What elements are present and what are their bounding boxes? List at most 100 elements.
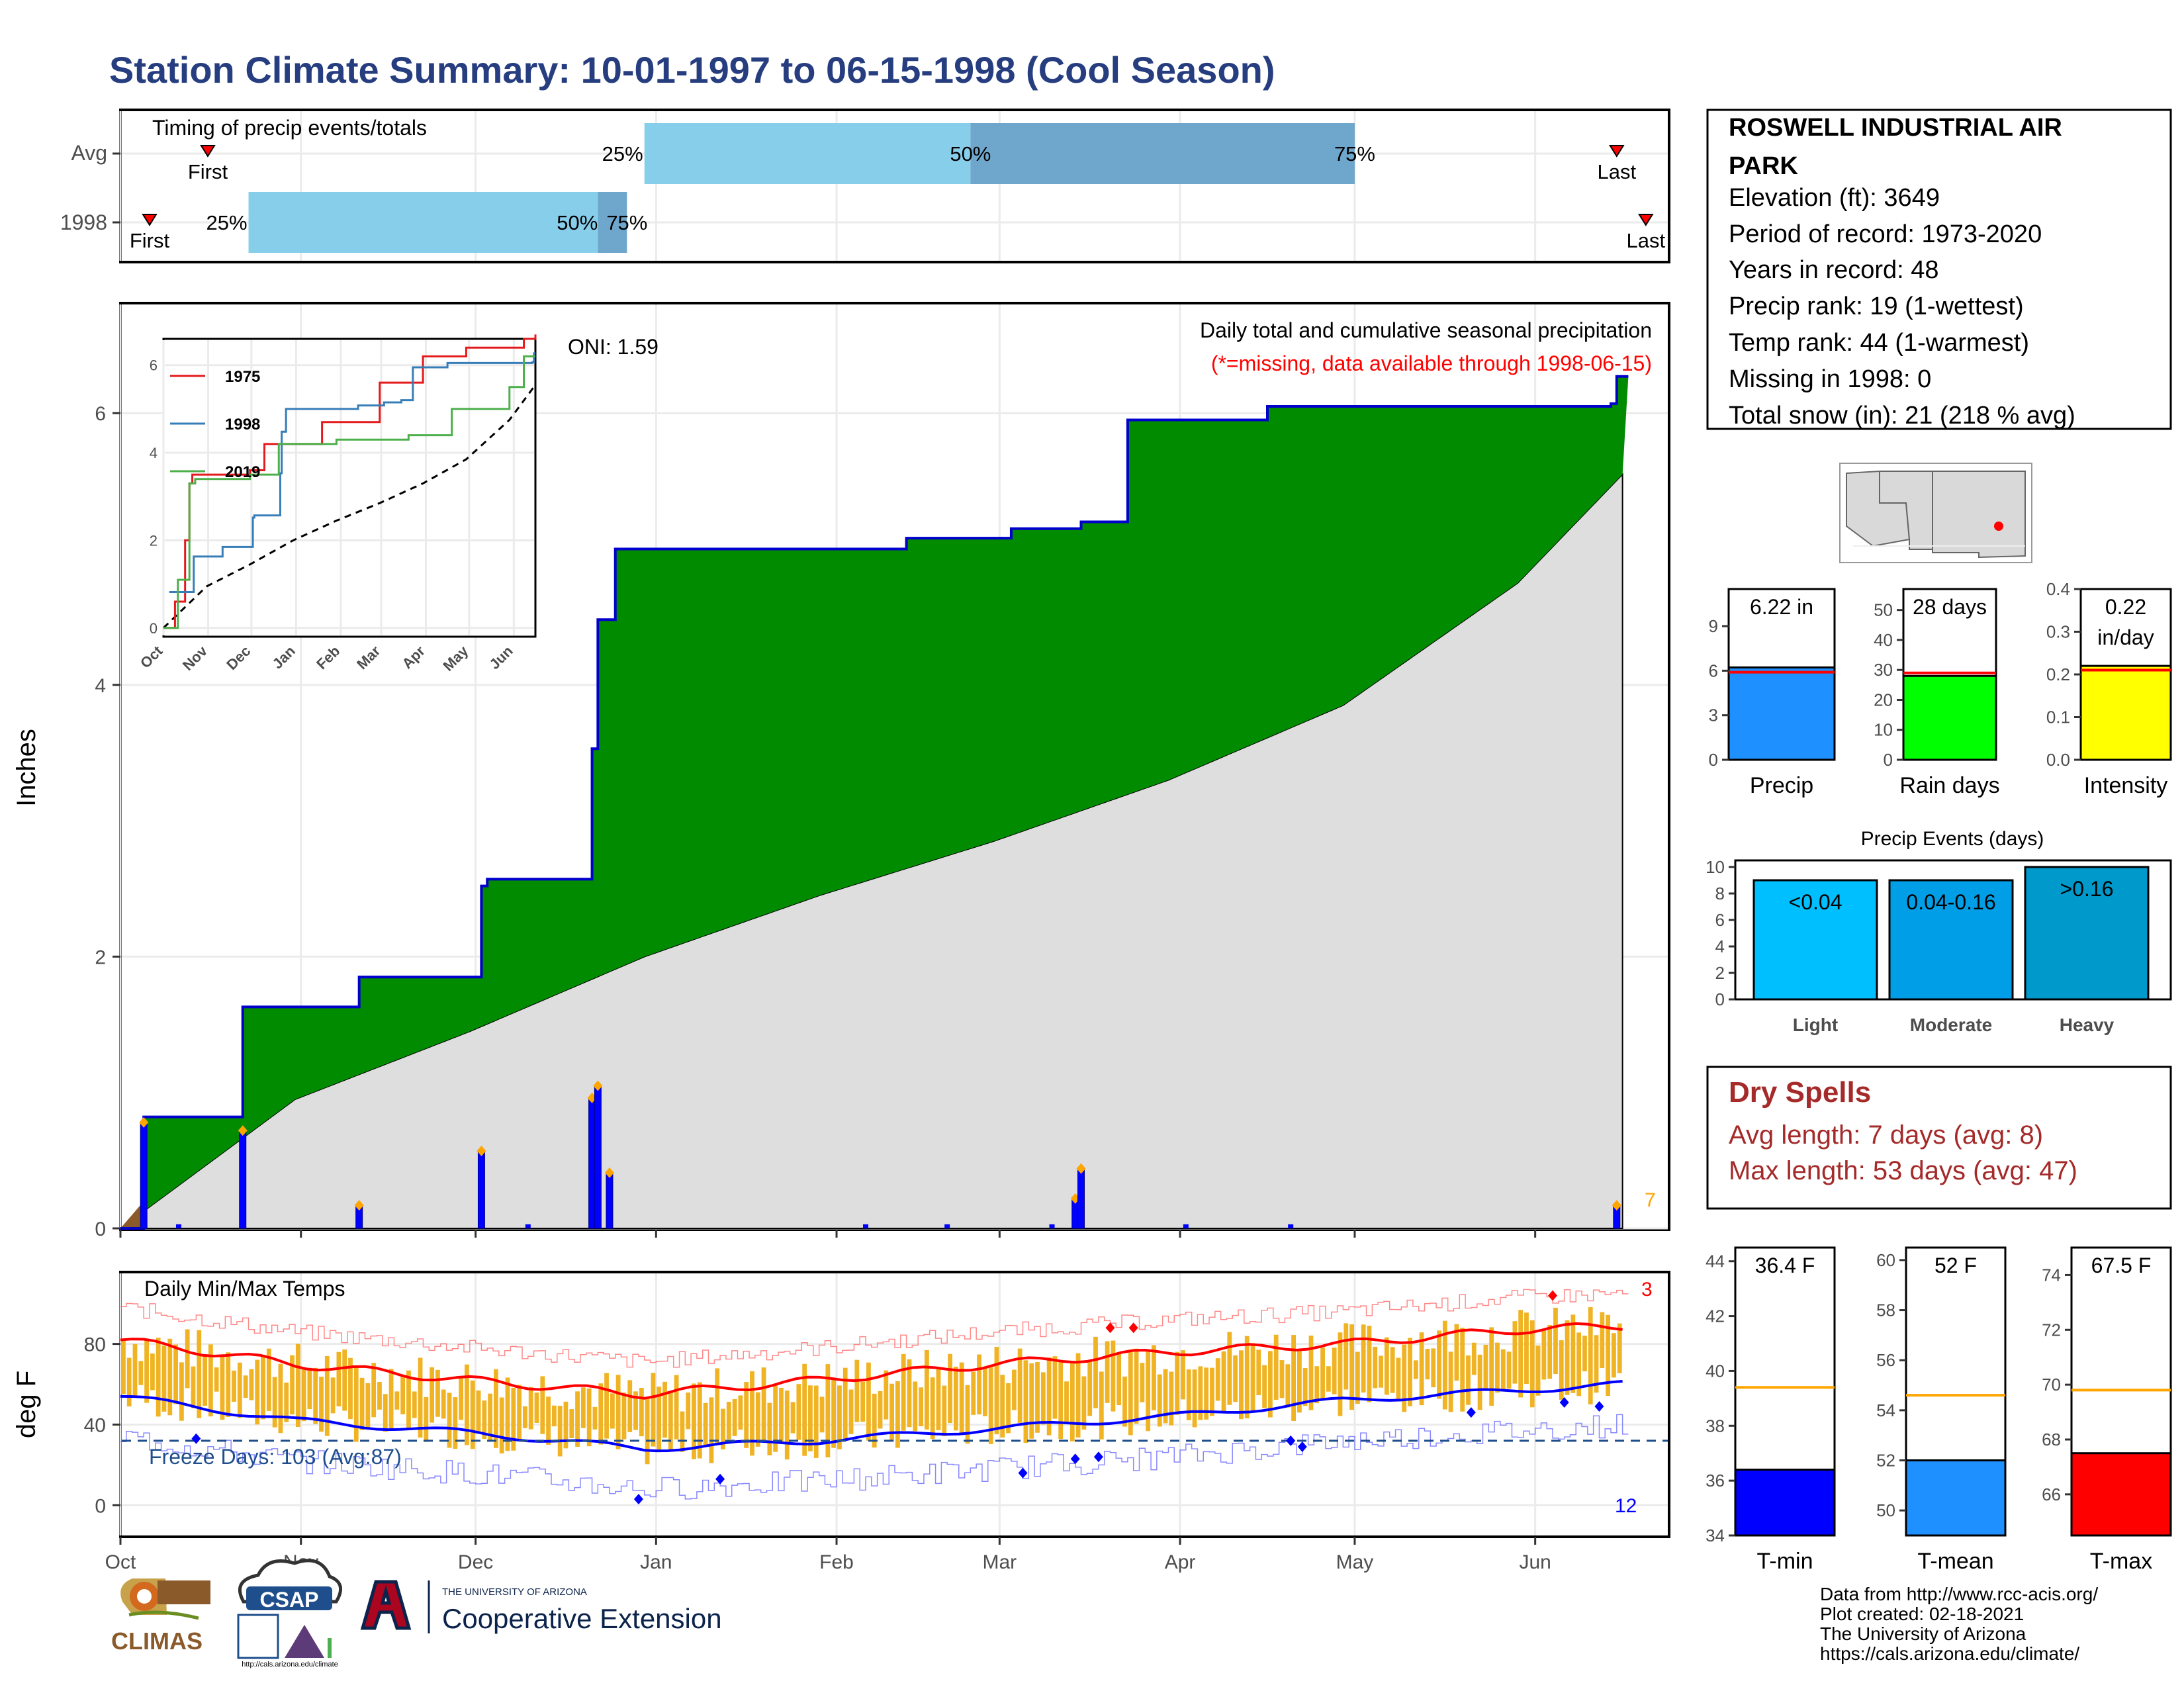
daily-temp-bar — [1075, 1353, 1081, 1438]
daily-temp-bar — [854, 1359, 860, 1422]
bar-ytick-label: 40 — [1706, 1361, 1725, 1381]
record-high-line — [120, 1289, 1629, 1368]
daily-temp-bar — [301, 1367, 306, 1422]
daily-temp-bar — [1477, 1354, 1482, 1410]
dry-spells-title: Dry Spells — [1729, 1076, 1871, 1109]
daily-temp-bar — [371, 1363, 377, 1418]
daily-temp-bar — [1215, 1358, 1220, 1401]
bar-value — [1905, 1459, 2007, 1537]
daily-temp-bar — [232, 1370, 236, 1402]
bar-ytick-label: 52 — [1876, 1451, 1895, 1471]
daily-temp-bar — [1099, 1371, 1104, 1440]
events-category-label: Moderate — [1910, 1015, 1992, 1035]
daily-temp-bar — [959, 1362, 964, 1436]
intensity-chart: 0.0 0.1 0.2 0.3 0.4 0.22 in/day Intensity — [2046, 579, 2172, 798]
daily-temp-bar — [1460, 1328, 1465, 1412]
daily-temp-bar — [592, 1406, 598, 1430]
freeze-days-label: Freeze Days: 103 (Avg:87) — [149, 1445, 402, 1469]
daily-temp-bar — [272, 1377, 277, 1428]
bar-value-label: 28 days — [1913, 595, 1987, 619]
tmin-chart: 34 36 38 40 42 44 36.4 F T-min — [1706, 1246, 1836, 1574]
month-label: Jan — [640, 1551, 672, 1573]
daily-temp-bar — [813, 1385, 819, 1458]
daily-temp-bar — [884, 1370, 889, 1420]
daily-temp-bar — [837, 1385, 842, 1449]
daily-temp-bar — [569, 1409, 574, 1438]
daily-temp-bar — [977, 1354, 981, 1415]
daily-temp-bar — [1367, 1326, 1372, 1402]
daily-temp-bar — [400, 1375, 406, 1414]
timing-marker-last — [1609, 145, 1625, 158]
bar-name-label: Intensity — [2084, 773, 2168, 798]
daily-temp-bar — [1268, 1351, 1273, 1418]
daily-temp-bar — [1425, 1349, 1430, 1380]
daily-temp-bar — [1500, 1349, 1506, 1392]
daily-temp-bar — [1419, 1332, 1424, 1406]
timing-label-first: First — [130, 229, 170, 252]
daily-temp-bar — [161, 1346, 167, 1412]
bar-ytick-label: 0 — [1709, 750, 1718, 770]
daily-precip-marker — [1612, 1200, 1621, 1211]
daily-temp-bar — [1250, 1343, 1255, 1412]
daily-temp-bar — [1163, 1369, 1168, 1424]
footer-line-1: Data from http://www.rcc-acis.org/ — [1820, 1584, 2098, 1604]
daily-temp-bar — [907, 1359, 912, 1428]
climas-logo: CLIMAS — [111, 1578, 210, 1655]
daily-temp-bar — [1512, 1321, 1518, 1384]
temp-ylabel: deg F — [12, 1371, 41, 1438]
daily-temp-bar — [1437, 1330, 1441, 1399]
events-category-label: Light — [1793, 1015, 1838, 1035]
daily-temp-bar — [290, 1355, 295, 1415]
tmax-chart: 66 68 70 72 74 67.5 F T-max — [2042, 1246, 2172, 1574]
cold-days-count: 12 — [1615, 1495, 1637, 1517]
daily-temp-bar — [499, 1397, 504, 1454]
daily-temp-bar — [185, 1329, 190, 1389]
daily-temp-bar — [557, 1406, 563, 1457]
hot-days-count: 3 — [1641, 1279, 1653, 1301]
record-low-marker — [1466, 1407, 1476, 1418]
daily-temp-bar — [197, 1330, 202, 1418]
timing-label-25: 25% — [602, 142, 643, 165]
daily-temp-bar — [342, 1349, 347, 1411]
bar-ytick-label: 10 — [1874, 720, 1893, 740]
daily-temp-bar — [563, 1401, 569, 1449]
daily-temp-bar — [1210, 1367, 1214, 1416]
precip-ytick-label: 6 — [95, 403, 106, 425]
temp-title: Daily Min/Max Temps — [144, 1277, 345, 1301]
daily-temp-bar — [580, 1387, 586, 1428]
bar-value — [1727, 666, 1836, 761]
daily-precip-bar — [1049, 1224, 1055, 1228]
daily-temp-bar — [249, 1369, 254, 1400]
daily-temp-bar — [1495, 1342, 1500, 1393]
bar-ytick-label: 58 — [1876, 1301, 1895, 1320]
bar-value-label: 6.22 in — [1750, 595, 1813, 619]
daily-temp-bar — [447, 1393, 452, 1448]
daily-temp-bar — [895, 1381, 900, 1448]
daily-temp-bar — [243, 1375, 248, 1398]
station-temp-rank: Temp rank: 44 (1-warmest) — [1729, 329, 2029, 357]
daily-temp-bar — [773, 1385, 778, 1452]
inset-ytick-label: 0 — [150, 620, 158, 637]
daily-precip-bar — [175, 1224, 181, 1228]
events-bar-label: 0.04-0.16 — [1906, 890, 1995, 914]
daily-temp-bar — [1448, 1351, 1453, 1412]
daily-temp-bar — [825, 1364, 831, 1458]
temp-ytick-label: 0 — [95, 1495, 106, 1517]
precip-ytick-label: 2 — [95, 946, 106, 968]
timing-row-label-avg: Avg — [71, 141, 107, 165]
footer-credits: Data from http://www.rcc-acis.org/ Plot … — [1820, 1584, 2098, 1664]
daily-temp-bar — [330, 1377, 336, 1414]
daily-temp-bar — [1600, 1312, 1605, 1369]
daily-temp-bar — [1046, 1357, 1052, 1436]
daily-temp-bar — [138, 1361, 144, 1385]
bar-ytick-label: 3 — [1709, 706, 1718, 725]
daily-temp-bar — [994, 1347, 999, 1435]
daily-temp-bar — [831, 1377, 837, 1448]
daily-temp-bar — [755, 1392, 760, 1447]
events-ytick-label: 0 — [1715, 989, 1725, 1009]
footer-line-3: The University of Arizona — [1820, 1623, 2026, 1644]
daily-temp-bar — [1297, 1350, 1302, 1413]
daily-temp-bar — [511, 1387, 516, 1451]
